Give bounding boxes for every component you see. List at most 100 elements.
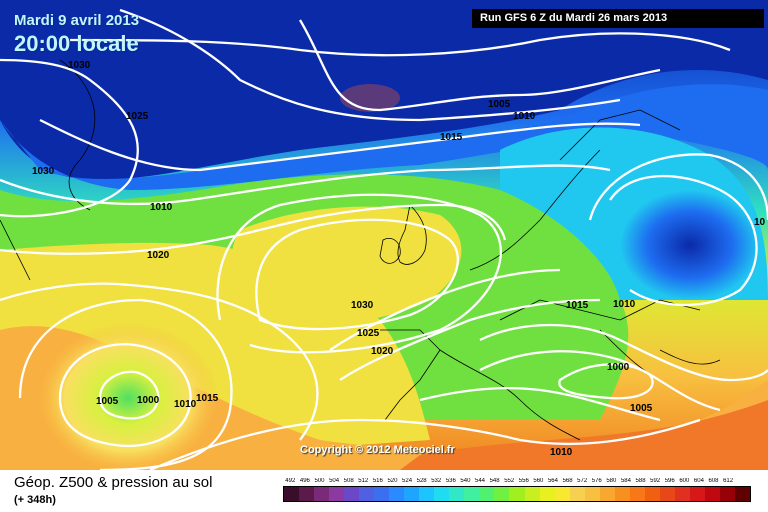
- legend-swatch: [419, 487, 435, 501]
- forecast-date: Mardi 9 avril 2013: [14, 12, 140, 29]
- map-title: Géop. Z500 & pression au sol: [14, 474, 213, 491]
- legend-swatch: [314, 487, 330, 501]
- legend-swatch: [689, 487, 705, 501]
- field-red-south: [400, 400, 768, 470]
- legend-value: 552: [504, 478, 515, 484]
- legend-swatch: [404, 487, 420, 501]
- isobar-label: 1005: [630, 403, 653, 414]
- legend-swatch: [599, 487, 615, 501]
- legend-value: 512: [358, 478, 369, 484]
- legend-swatch: [374, 487, 390, 501]
- map-canvas: 1030 1025 1030 1010 1020 1030 1025 1020 …: [0, 0, 768, 470]
- coastlines: [0, 59, 721, 441]
- legend-swatch: [479, 487, 495, 501]
- forecast-time: 20:00 locale: [14, 31, 139, 56]
- legend-labels: 492 496 500 504 508 512 516 520 524 528 532 536 540 5…: [283, 478, 751, 484]
- legend-value: 524: [402, 478, 413, 484]
- legend-value: 520: [387, 478, 398, 484]
- legend-value: 516: [372, 478, 383, 484]
- legend-swatch: [614, 487, 630, 501]
- legend-swatch: [674, 487, 690, 501]
- isobar-label: 1000: [137, 395, 160, 406]
- legend-value: 508: [343, 478, 354, 484]
- run-info: Run GFS 6 Z du Mardi 26 mars 2013: [472, 9, 764, 28]
- color-legend: 492 496 500 504 508 512 516 520 524 528 532 536 540 5…: [283, 478, 751, 510]
- legend-value: 556: [518, 478, 529, 484]
- isobar-label: 1005: [96, 396, 119, 407]
- legend-swatch: [569, 487, 585, 501]
- legend-value: 532: [431, 478, 442, 484]
- isobar-label: 1030: [68, 60, 91, 71]
- legend-value: 592: [650, 478, 661, 484]
- forecast-offset: (+ 348h): [14, 494, 56, 506]
- legend-value: 568: [562, 478, 573, 484]
- legend-swatch: [554, 487, 570, 501]
- legend-swatch: [284, 487, 300, 501]
- legend-swatch: [494, 487, 510, 501]
- legend-value: 500: [314, 478, 325, 484]
- legend-swatch: [389, 487, 405, 501]
- isobar-label: 1030: [351, 300, 374, 311]
- isobars: [0, 8, 768, 470]
- legend-swatch: [734, 487, 750, 501]
- isobar-label: 1010: [550, 447, 573, 458]
- legend-value: 536: [445, 478, 456, 484]
- isobar-label: 10: [754, 217, 766, 228]
- legend-value: 600: [679, 478, 690, 484]
- legend-value: 580: [606, 478, 617, 484]
- legend-value: 596: [664, 478, 675, 484]
- legend-value: 560: [533, 478, 544, 484]
- isobar-label: 1030: [32, 166, 55, 177]
- legend-value: 576: [591, 478, 602, 484]
- legend-swatch: [359, 487, 375, 501]
- weather-map: 1030 1025 1030 1010 1020 1030 1025 1020 …: [0, 0, 768, 470]
- isobar-label: 1000: [607, 362, 630, 373]
- isobar-label: 1015: [440, 132, 463, 143]
- legend-value: 608: [708, 478, 719, 484]
- legend-swatch: [659, 487, 675, 501]
- isobar-label: 1015: [566, 300, 589, 311]
- legend-swatch: [299, 487, 315, 501]
- isobar-labels: 1030 1025 1030 1010 1020 1030 1025 1020 …: [32, 60, 766, 458]
- legend-value: 492: [285, 478, 296, 484]
- legend-value: 540: [460, 478, 471, 484]
- isobar-label: 1025: [126, 111, 149, 122]
- legend-value: 528: [416, 478, 427, 484]
- legend-swatch: [434, 487, 450, 501]
- footer: Géop. Z500 & pression au sol (+ 348h) 49…: [0, 470, 768, 512]
- legend-value: 564: [547, 478, 558, 484]
- legend-swatch: [344, 487, 360, 501]
- legend-bar: [283, 486, 751, 502]
- legend-value: 496: [299, 478, 310, 484]
- legend-swatch: [509, 487, 525, 501]
- legend-swatch: [464, 487, 480, 501]
- legend-value: 544: [475, 478, 486, 484]
- legend-swatch: [524, 487, 540, 501]
- field-east-low: [620, 190, 760, 300]
- legend-swatch: [449, 487, 465, 501]
- isobar-label: 1010: [613, 299, 636, 310]
- isobar-label: 1025: [357, 328, 380, 339]
- legend-swatch: [704, 487, 720, 501]
- legend-swatch: [629, 487, 645, 501]
- isobar-label: 1020: [371, 346, 394, 357]
- copyright: Copyright © 2012 Meteociel.fr: [300, 444, 455, 456]
- legend-value: 588: [635, 478, 646, 484]
- legend-value: 548: [489, 478, 500, 484]
- legend-value: 504: [329, 478, 340, 484]
- legend-swatch: [329, 487, 345, 501]
- field-green: [0, 174, 629, 420]
- legend-value: 584: [620, 478, 631, 484]
- isobar-label: 1010: [513, 111, 536, 122]
- isobar-label: 1020: [147, 250, 170, 261]
- isobar-label: 1010: [150, 202, 173, 213]
- legend-value: 572: [577, 478, 588, 484]
- legend-swatch: [584, 487, 600, 501]
- legend-swatch: [539, 487, 555, 501]
- isobar-label: 1010: [174, 399, 197, 410]
- isobar-label: 1015: [196, 393, 219, 404]
- legend-value: 604: [693, 478, 704, 484]
- isobar-label: 1005: [488, 99, 511, 110]
- legend-swatch: [719, 487, 735, 501]
- legend-value: 612: [723, 478, 734, 484]
